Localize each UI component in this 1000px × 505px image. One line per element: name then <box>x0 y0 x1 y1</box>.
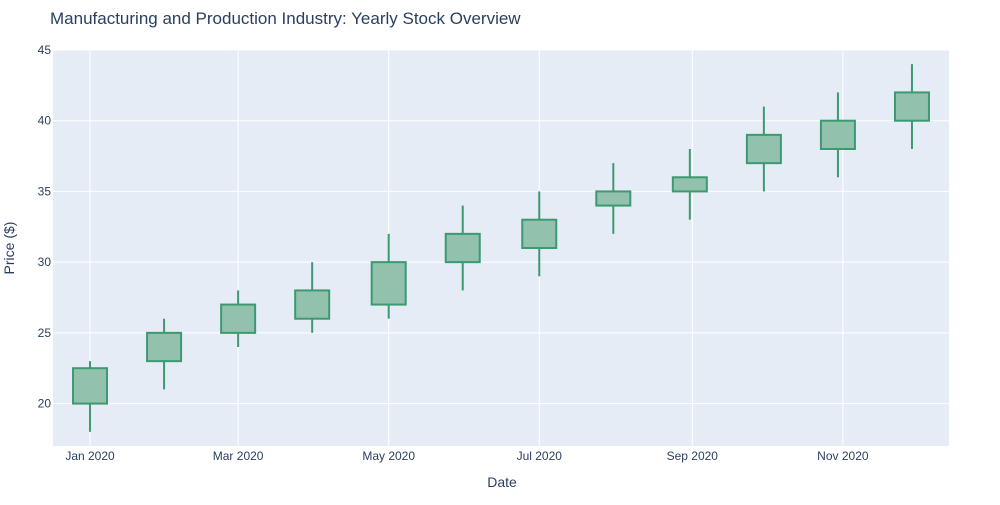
y-tick-label: 40 <box>38 114 52 128</box>
candle-body <box>444 232 481 264</box>
candle <box>521 191 558 277</box>
candle <box>220 290 257 347</box>
x-tick-label: May 2020 <box>362 449 415 463</box>
candle <box>595 163 632 234</box>
candle <box>745 106 782 192</box>
candle-body <box>893 91 930 122</box>
candle-body <box>146 331 183 363</box>
y-tick-label: 45 <box>38 43 52 57</box>
candle-body <box>595 190 632 207</box>
chart-title: Manufacturing and Production Industry: Y… <box>50 9 521 28</box>
plot-area <box>53 50 949 446</box>
candle <box>671 149 708 220</box>
x-axis-ticks: Jan 2020 Mar 2020 May 2020 Jul 2020 Sep 2020… <box>65 449 869 463</box>
y-axis-title: Price ($) <box>1 222 17 275</box>
candle <box>72 361 109 432</box>
candle-body <box>671 176 708 193</box>
candle <box>146 318 183 390</box>
candle-body <box>819 119 856 151</box>
candle <box>444 205 481 291</box>
candle <box>819 92 856 178</box>
candle <box>370 233 407 319</box>
y-tick-label: 30 <box>38 255 52 269</box>
x-tick-label: Nov 2020 <box>817 449 869 463</box>
y-axis-ticks: 20 25 30 35 40 45 <box>38 43 52 411</box>
y-tick-label: 25 <box>38 326 52 340</box>
candle-body <box>370 261 407 306</box>
x-tick-label: Mar 2020 <box>213 449 264 463</box>
candle-body <box>745 133 782 165</box>
candle-body <box>521 218 558 249</box>
candles <box>72 64 930 432</box>
candle-body <box>294 289 331 320</box>
x-axis-title: Date <box>487 474 517 490</box>
x-tick-label: Jul 2020 <box>517 449 563 463</box>
x-tick-label: Jan 2020 <box>65 449 115 463</box>
y-tick-label: 20 <box>38 397 52 411</box>
candle <box>294 262 331 333</box>
x-tick-label: Sep 2020 <box>667 449 719 463</box>
candle-body <box>72 367 109 405</box>
candle <box>893 64 930 149</box>
grid-lines <box>53 49 949 446</box>
candle-body <box>220 303 257 334</box>
y-tick-label: 35 <box>38 184 52 198</box>
